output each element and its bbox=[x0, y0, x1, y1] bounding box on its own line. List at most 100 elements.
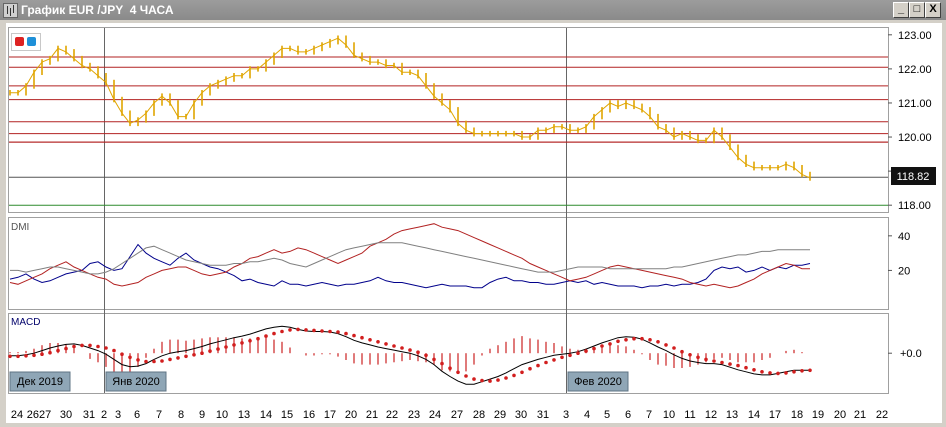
macd-signal-dot bbox=[296, 327, 300, 332]
dmi-layer: 40 20 bbox=[9, 223, 910, 289]
dmi-plus-line bbox=[9, 243, 811, 289]
macd-signal-dot bbox=[520, 370, 524, 375]
macd-signal-dot bbox=[144, 359, 148, 364]
x-axis-label: 10 bbox=[663, 409, 675, 421]
dmi-minus-line bbox=[9, 223, 810, 289]
x-axis-label: 20 bbox=[345, 409, 357, 421]
chart-app-icon bbox=[3, 3, 18, 18]
macd-signal-dot bbox=[480, 378, 484, 383]
x-axis-label: 30 bbox=[60, 409, 72, 421]
macd-signal-dot bbox=[728, 362, 732, 366]
macd-signal-dot bbox=[232, 343, 236, 347]
macd-signal-dot bbox=[424, 353, 428, 358]
macd-signal-dot bbox=[8, 354, 12, 359]
macd-signal-dot bbox=[784, 371, 788, 375]
red-square-icon[interactable] bbox=[15, 37, 24, 46]
macd-signal-dot bbox=[736, 363, 740, 368]
macd-line bbox=[10, 325, 810, 385]
macd-signal-dot bbox=[456, 370, 460, 375]
period-tag-box-jan bbox=[105, 371, 167, 392]
period-tag-box-feb bbox=[567, 371, 629, 392]
blue-square-icon[interactable] bbox=[27, 37, 36, 46]
chart-style-selector[interactable] bbox=[11, 33, 41, 51]
x-axis-label: 3 bbox=[563, 409, 569, 421]
window-title-bar: График EUR /JPY 4 ЧАСА _ □ X bbox=[0, 0, 946, 20]
macd-signal-dot bbox=[576, 351, 580, 356]
macd-signal-dot bbox=[64, 346, 68, 351]
macd-signal-dot bbox=[40, 352, 44, 357]
adx-line bbox=[10, 242, 810, 275]
current-price-value: 118.82 bbox=[897, 171, 930, 183]
x-axis-label: 31 bbox=[83, 409, 95, 421]
macd-signal-dot bbox=[472, 377, 476, 381]
minimize-button[interactable]: _ bbox=[893, 2, 909, 18]
x-axis-label: 18 bbox=[791, 409, 803, 421]
macd-signal-dot bbox=[264, 334, 268, 338]
x-axis-label: 23 bbox=[408, 409, 420, 421]
x-axis-label: 3 bbox=[115, 409, 121, 421]
macd-signal-dot bbox=[720, 360, 724, 365]
period-tag-feb: Фев 2020 bbox=[574, 376, 622, 388]
macd-signal-dot bbox=[512, 373, 516, 378]
x-axis-label: 2 bbox=[101, 409, 107, 421]
x-axis-label: 17 bbox=[324, 409, 336, 421]
x-axis-label: 8 bbox=[178, 409, 184, 421]
macd-signal-dot bbox=[72, 344, 76, 349]
price-tick-label: 123.00 bbox=[898, 30, 932, 42]
macd-signal-dot bbox=[408, 348, 412, 352]
macd-signal-dot bbox=[224, 345, 228, 349]
macd-signal-dot bbox=[320, 329, 324, 333]
x-axis-label: 2627 bbox=[27, 409, 51, 421]
x-axis-label: 13 bbox=[238, 409, 250, 421]
macd-signal-dot bbox=[440, 361, 444, 366]
macd-signal-dot bbox=[640, 336, 644, 341]
dmi-panel-frame bbox=[8, 217, 889, 310]
macd-signal-dot bbox=[584, 349, 588, 353]
macd-signal-dot bbox=[648, 338, 652, 342]
macd-signal-dot bbox=[336, 330, 340, 334]
macd-signal-dot bbox=[448, 366, 452, 371]
price-tick-label: 120.00 bbox=[898, 132, 932, 144]
macd-signal-dot bbox=[768, 371, 772, 375]
restore-button[interactable]: □ bbox=[909, 2, 925, 18]
macd-signal-dot bbox=[208, 349, 212, 353]
macd-signal-dot bbox=[312, 328, 316, 333]
macd-signal-dot bbox=[608, 342, 612, 346]
macd-signal-dot bbox=[328, 329, 332, 334]
macd-signal-dot bbox=[112, 348, 116, 353]
close-button[interactable]: X bbox=[925, 2, 941, 18]
macd-signal-dot bbox=[184, 354, 188, 359]
x-axis-label: 31 bbox=[537, 409, 549, 421]
x-axis-label: 20 bbox=[834, 409, 846, 421]
macd-signal-dot bbox=[560, 355, 564, 360]
macd-signal-dot bbox=[248, 339, 252, 343]
x-axis-label: 7 bbox=[646, 409, 652, 421]
dmi-label: DMI bbox=[11, 222, 29, 233]
macd-signal-dot bbox=[200, 351, 204, 356]
x-axis-label: 13 bbox=[726, 409, 738, 421]
macd-signal-dot bbox=[688, 353, 692, 357]
macd-signal-dot bbox=[528, 366, 532, 371]
x-axis-label: 22 bbox=[876, 409, 888, 421]
x-axis-label: 6 bbox=[134, 409, 140, 421]
macd-signal-dot bbox=[16, 354, 20, 359]
macd-signal-dot bbox=[712, 359, 716, 363]
macd-signal-dot bbox=[120, 352, 124, 357]
x-axis-label: 6 bbox=[625, 409, 631, 421]
macd-signal-dot bbox=[376, 340, 380, 344]
x-axis-label: 21 bbox=[854, 409, 866, 421]
macd-signal-dot bbox=[672, 346, 676, 350]
macd-signal-dot bbox=[304, 328, 308, 332]
macd-layer: +0.0 bbox=[8, 325, 922, 385]
macd-signal-dot bbox=[664, 343, 668, 347]
price-panel-frame bbox=[8, 27, 889, 213]
macd-signal-dot bbox=[360, 335, 364, 340]
x-axis-label: 28 bbox=[473, 409, 485, 421]
macd-signal-dot bbox=[352, 333, 356, 338]
macd-signal-dot bbox=[776, 371, 780, 376]
dmi-tick-label: 40 bbox=[898, 231, 910, 243]
macd-signal-dot bbox=[344, 331, 348, 336]
period-tag-jan: Янв 2020 bbox=[112, 376, 159, 388]
